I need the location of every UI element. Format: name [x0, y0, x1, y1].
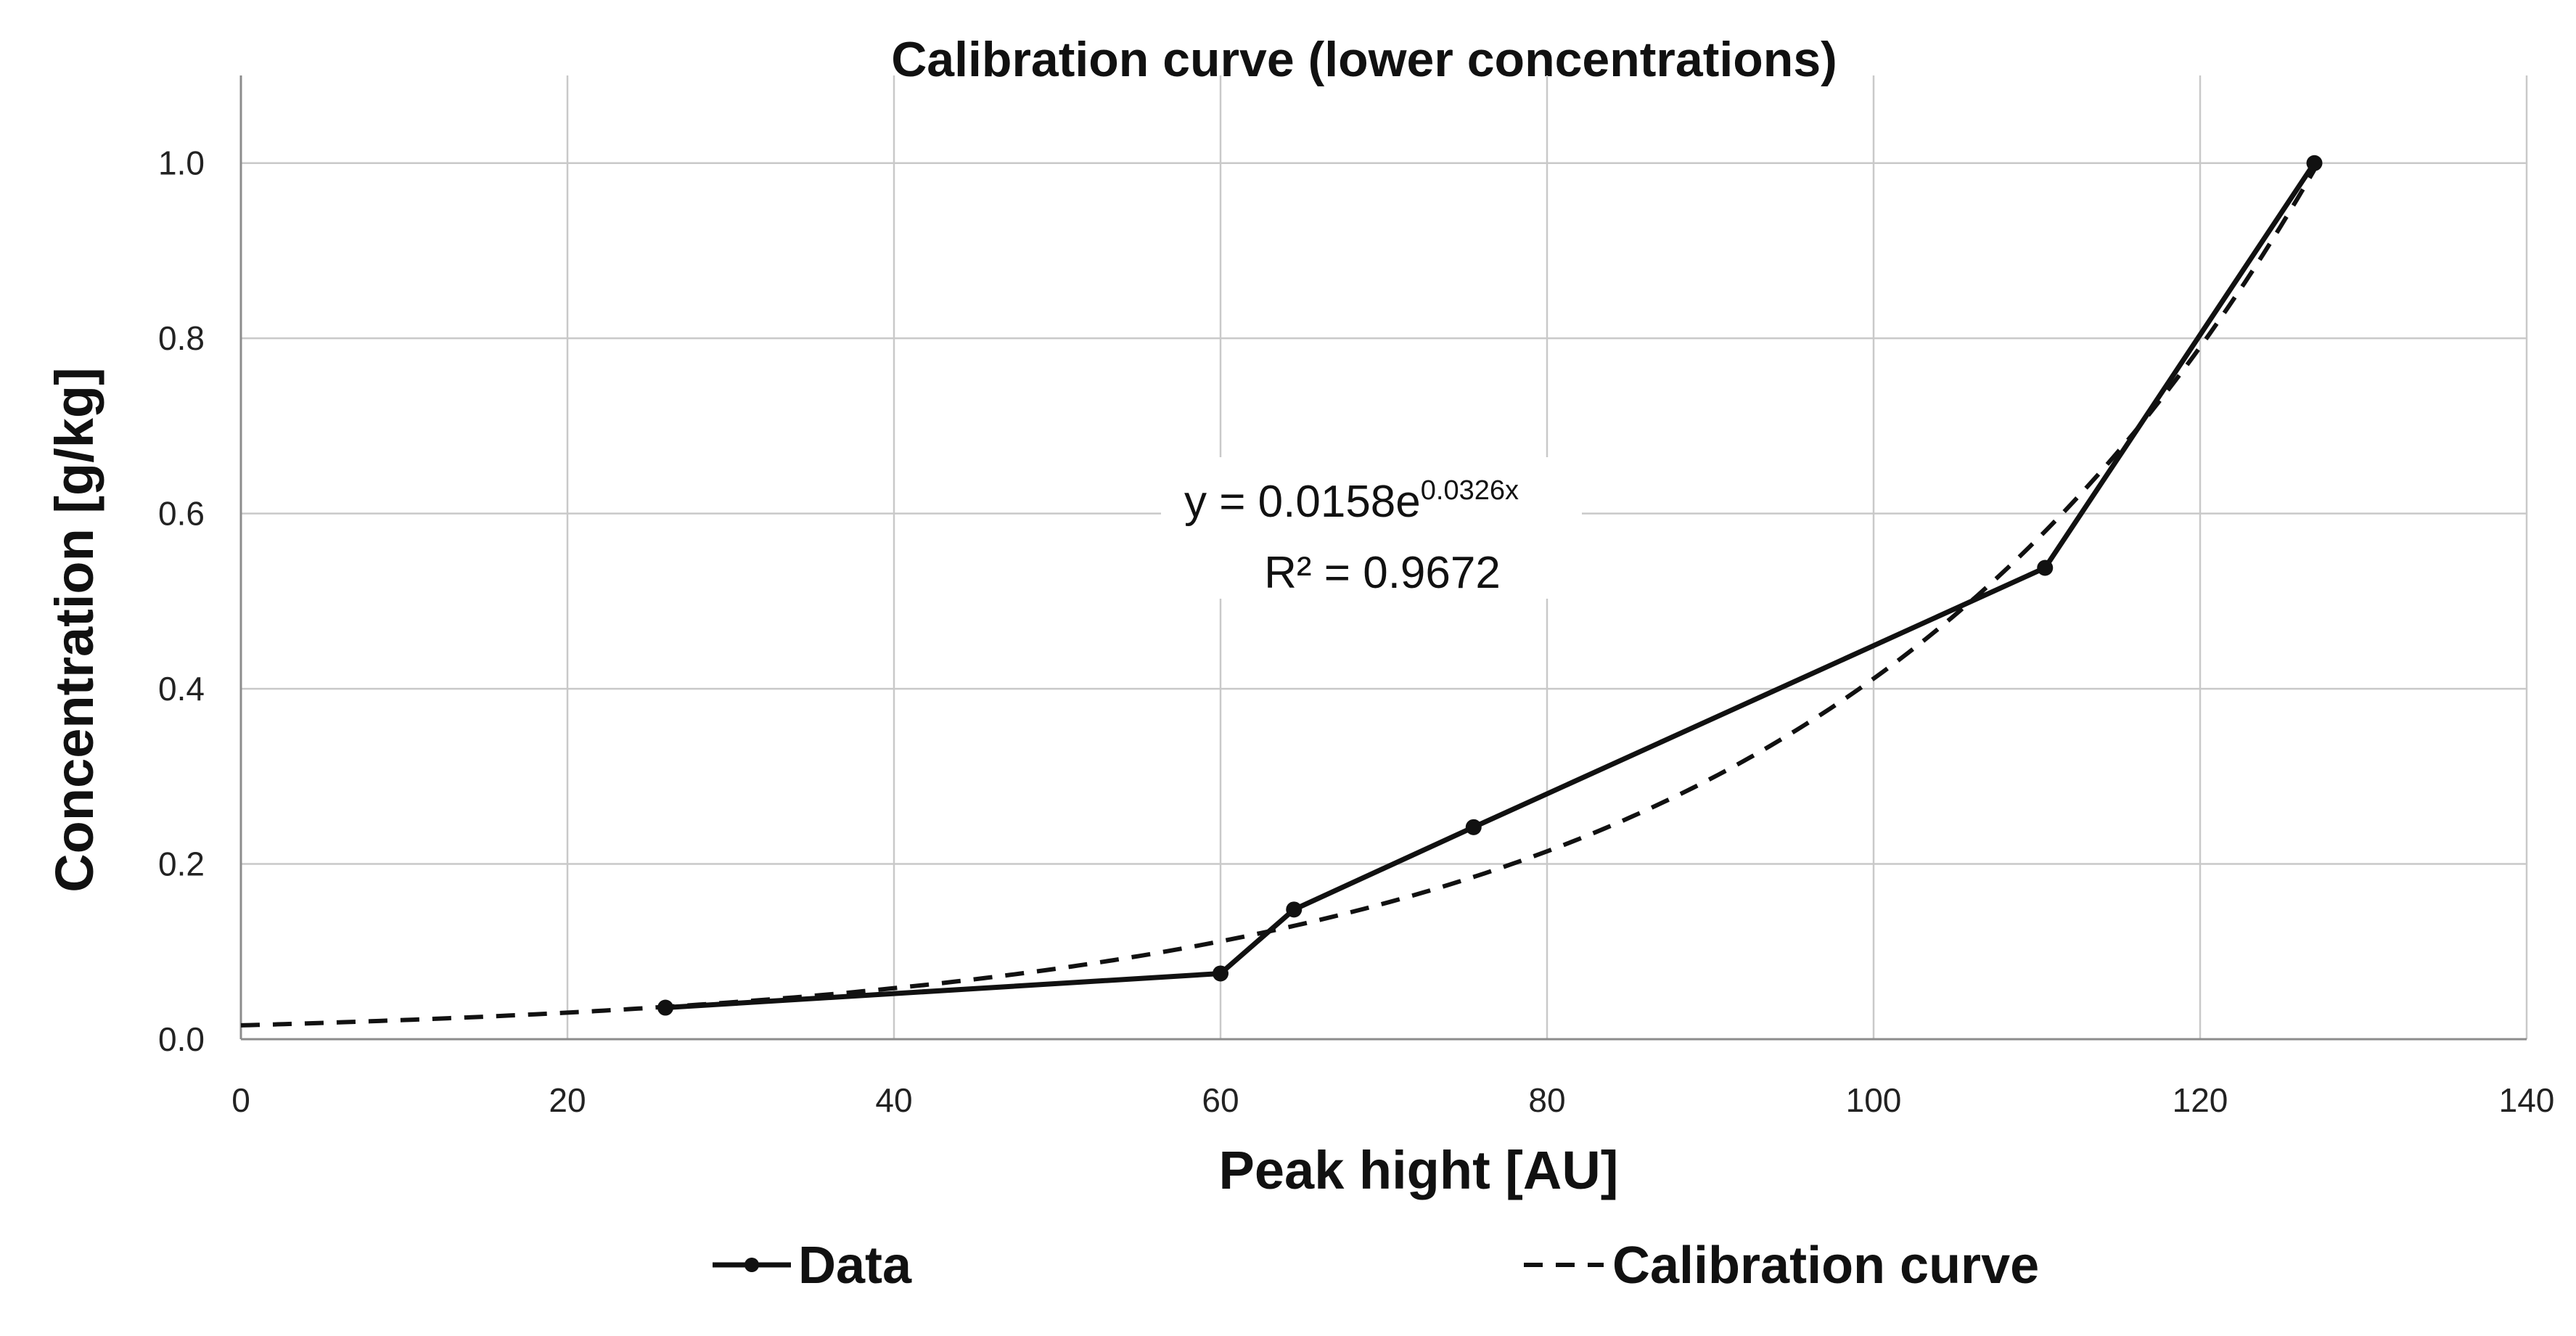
y-tick-label: 0.6	[158, 495, 205, 533]
gridlines	[241, 75, 2528, 1039]
x-tick-label: 40	[875, 1081, 912, 1119]
y-tick-label: 1.0	[158, 144, 205, 182]
x-tick-label: 0	[231, 1081, 250, 1119]
data-point	[2306, 155, 2323, 171]
equation-label: y = 0.0158e0.0326x	[1184, 475, 1519, 527]
chart-title: Calibration curve (lower concentrations)	[891, 32, 1837, 87]
x-tick-label: 20	[549, 1081, 586, 1119]
x-tick-label: 140	[2499, 1081, 2555, 1119]
x-tick-labels: 0 20 40 60 80 100 120 140	[231, 1081, 2554, 1119]
x-tick-label: 80	[1528, 1081, 1565, 1119]
x-tick-label: 100	[1846, 1081, 1902, 1119]
y-tick-label: 0.4	[158, 670, 205, 708]
y-tick-label: 0.0	[158, 1020, 205, 1058]
data-point	[2037, 560, 2054, 576]
r-squared-label: R² = 0.9672	[1264, 548, 1501, 598]
equation-prefix: y = 0.0158e	[1184, 477, 1421, 527]
y-tick-label: 0.2	[158, 845, 205, 883]
legend: Data Calibration curve	[713, 1237, 2039, 1295]
legend-data-marker-swatch	[745, 1258, 759, 1272]
data-series-line	[665, 161, 2317, 1010]
y-tick-labels: 0.0 0.2 0.4 0.6 0.8 1.0	[158, 144, 205, 1058]
y-axis-title: Concentration [g/kg]	[44, 367, 104, 893]
data-point	[1465, 819, 1482, 835]
data-point	[657, 999, 673, 1016]
x-axis-title: Peak hight [AU]	[1219, 1140, 1619, 1200]
equation-label-background	[1161, 457, 1582, 599]
legend-data-label: Data	[798, 1237, 912, 1295]
data-series	[657, 155, 2323, 1016]
x-tick-label: 120	[2173, 1081, 2228, 1119]
equation-exponent: 0.0326x	[1421, 475, 1519, 506]
data-point	[1213, 965, 1228, 982]
data-point	[1286, 901, 1303, 918]
x-tick-label: 60	[1202, 1081, 1239, 1119]
legend-calibration-label: Calibration curve	[1612, 1237, 2039, 1295]
y-tick-label: 0.8	[158, 319, 205, 357]
